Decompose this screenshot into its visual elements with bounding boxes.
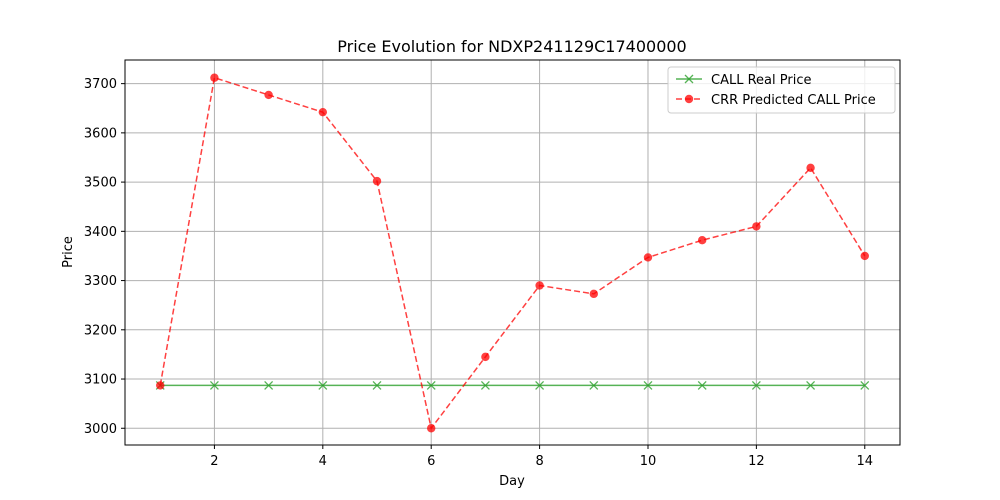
data-point-predicted-8 xyxy=(589,289,598,299)
x-tick-label: 6 xyxy=(427,454,435,469)
data-point-predicted-6 xyxy=(481,352,490,362)
data-point-predicted-1 xyxy=(210,73,219,82)
legend-marker-real xyxy=(684,74,694,84)
data-point-predicted-11 xyxy=(752,222,761,231)
series-line-1 xyxy=(159,76,866,431)
data-point-predicted-12 xyxy=(806,163,815,173)
legend-marker-predicted xyxy=(684,94,694,104)
data-point-predicted-7 xyxy=(535,281,544,290)
data-point-real-8 xyxy=(589,380,599,390)
data-point-predicted-9 xyxy=(643,253,653,262)
y-tick-label: 3500 xyxy=(84,176,117,191)
x-tick-label: 10 xyxy=(640,454,657,469)
data-point-predicted-10 xyxy=(697,235,707,245)
data-point-real-11 xyxy=(751,380,761,390)
y-tick-label: 3300 xyxy=(84,274,117,289)
data-point-real-4 xyxy=(372,380,382,390)
legend-box xyxy=(667,66,896,114)
chart-title: Price Evolution for NDXP241129C17400000 xyxy=(337,37,686,56)
x-tick-label: 12 xyxy=(748,454,765,469)
y-tick-label: 3200 xyxy=(84,323,117,338)
data-point-real-13 xyxy=(860,380,870,390)
series-layer xyxy=(155,73,870,433)
data-point-predicted-4 xyxy=(372,176,382,186)
data-point-predicted-0 xyxy=(156,381,165,390)
data-point-real-3 xyxy=(318,380,328,390)
y-axis-label: Price xyxy=(61,236,76,268)
x-tick-label: 14 xyxy=(856,454,873,469)
data-point-real-5 xyxy=(426,380,436,390)
data-point-real-1 xyxy=(209,380,219,390)
x-axis-label: Day xyxy=(499,474,525,489)
data-point-real-12 xyxy=(806,380,816,390)
legend: CALL Real Price CRR Predicted CALL Price xyxy=(667,66,896,114)
data-point-real-6 xyxy=(480,380,490,390)
axis-ticks: 2 4 6 8 10 12 14 3000 3100 3200 3300 3400 3500 3600 37… xyxy=(84,77,873,469)
data-point-predicted-2 xyxy=(264,90,273,100)
x-tick-label: 8 xyxy=(535,454,543,469)
y-tick-label: 3600 xyxy=(84,126,117,141)
data-point-real-9 xyxy=(643,380,653,390)
grid xyxy=(125,60,900,445)
legend-label-real: CALL Real Price xyxy=(711,73,811,88)
y-tick-label: 3400 xyxy=(84,225,117,240)
data-point-predicted-3 xyxy=(318,107,328,117)
y-tick-label: 3700 xyxy=(84,77,117,92)
x-tick-label: 4 xyxy=(319,454,327,469)
x-tick-label: 2 xyxy=(210,454,218,469)
data-point-predicted-13 xyxy=(860,251,869,261)
plot-frame xyxy=(124,59,901,446)
y-tick-label: 3100 xyxy=(84,373,117,388)
data-point-real-7 xyxy=(535,380,545,390)
data-point-predicted-5 xyxy=(427,424,436,433)
legend-label-predicted: CRR Predicted CALL Price xyxy=(711,93,876,108)
y-tick-label: 3000 xyxy=(84,422,117,437)
data-point-real-10 xyxy=(697,380,707,390)
data-point-real-2 xyxy=(264,380,274,390)
